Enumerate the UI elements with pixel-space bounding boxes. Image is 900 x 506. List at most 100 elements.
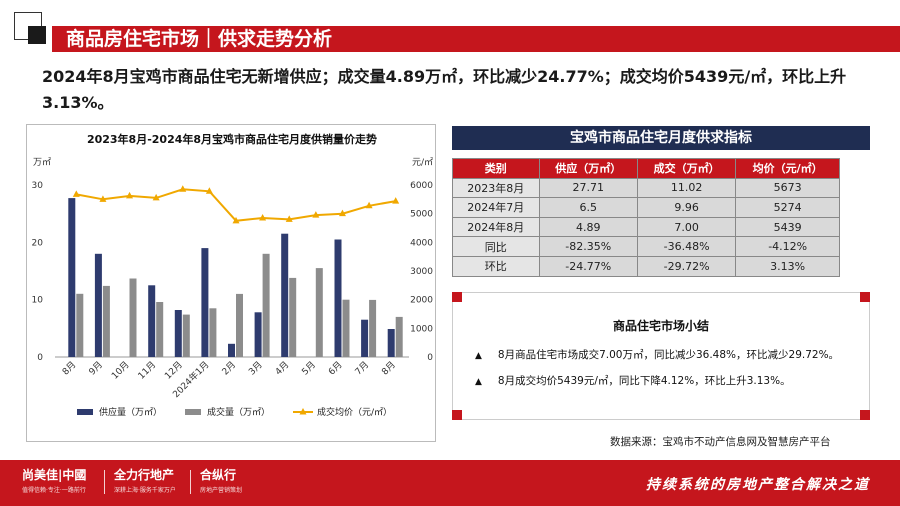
table-row-label: 环比 (452, 255, 540, 277)
y-right-tick-label: 1000 (410, 324, 433, 334)
table-cell: 5673 (735, 177, 840, 199)
y-left-unit: 万㎡ (33, 157, 51, 168)
table-row: 2024年7月 6.5 9.96 5274 (452, 197, 840, 218)
bar-sales (102, 285, 110, 357)
legend-marker (299, 408, 307, 415)
bar-sales (342, 299, 350, 357)
table-cell: -29.72% (636, 255, 737, 277)
bar-sales (315, 268, 323, 357)
y-right-tick-label: 6000 (410, 181, 433, 191)
legend-label: 供应量（万㎡） (99, 406, 162, 418)
table-cell: 5439 (735, 216, 840, 238)
x-tick-label: 5月 (300, 359, 318, 377)
data-source: 数据来源：宝鸡市不动产信息网及智慧房产平台 (610, 436, 831, 448)
logo-divider (104, 470, 105, 494)
bar-sales (395, 316, 403, 357)
bar-supply (228, 343, 235, 357)
legend-swatch (77, 409, 93, 415)
bar-supply (201, 248, 209, 357)
market-summary-box: 商品住宅市场小结 ▲ 8月商品住宅市场成交7.00万㎡，同比减少36.48%，环比… (452, 292, 870, 420)
logo-shangmeijia: 尚美佳|中國 值得信赖·专注·一路前行 (22, 468, 87, 494)
chart-card: 2023年8月-2024年8月宝鸡市商品住宅月度供销量价走势 万㎡ 元/㎡ 0 10 20… (26, 124, 436, 442)
table-cell: -24.77% (538, 255, 638, 277)
corner-solid-square (28, 26, 46, 44)
y-right-tick-label: 2000 (410, 296, 433, 306)
price-point (232, 216, 240, 224)
table-cell: 7.00 (636, 216, 737, 238)
table-body: 2023年8月 27.71 11.02 5673 2024年7月 6.5 9.96 5274 2… (452, 177, 840, 277)
table-header-cell: 类别 (452, 158, 540, 179)
metrics-table: 类别 供应（万㎡） 成交（万㎡） 均价（元/㎡） 2023年8月 27.71 11.02 5… (452, 158, 840, 277)
price-point (205, 187, 213, 194)
bar-supply (148, 285, 156, 357)
table-row-label: 2024年8月 (452, 216, 540, 238)
footer-slogan: 持续系统的房地产整合解决之道 (646, 477, 870, 493)
bar-supply (334, 239, 342, 357)
x-tick-label: 8月 (60, 359, 78, 377)
y-right-tick-label: 3000 (410, 267, 433, 277)
table-cell: -36.48% (636, 236, 737, 257)
bar-supply (68, 198, 76, 357)
bar-supply (94, 253, 102, 357)
table-row: 环比 -24.77% -29.72% 3.13% (452, 255, 840, 277)
x-tick-label: 7月 (353, 359, 371, 377)
table-title: 宝鸡市商品住宅月度供求指标 (452, 126, 870, 150)
bar-supply (281, 233, 289, 357)
x-tick-label: 2月 (220, 359, 238, 377)
table-cell: 9.96 (636, 197, 737, 218)
y-right-unit: 元/㎡ (412, 157, 433, 168)
bar-sales (76, 293, 84, 357)
page-title: 商品房住宅市场｜供求走势分析 (52, 26, 900, 52)
bar-sales (156, 302, 164, 357)
price-point (126, 191, 134, 199)
summary-title: 商品住宅市场小结 (612, 319, 709, 333)
chart-title: 2023年8月-2024年8月宝鸡市商品住宅月度供销量价走势 (87, 132, 377, 146)
bar-supply (387, 329, 395, 357)
bar-sales (369, 299, 377, 357)
y-right-tick-label: 4000 (410, 238, 433, 248)
table-cell: -82.35% (538, 236, 638, 257)
price-point (392, 197, 400, 204)
bar-sales (262, 253, 270, 357)
price-point (259, 213, 267, 221)
summary-bullet: ▲ 8月商品住宅市场成交7.00万㎡，同比减少36.48%，环比减少29.72%。 (475, 349, 840, 361)
x-tick-label: 9月 (87, 359, 105, 377)
price-point (72, 190, 80, 197)
bar-supply (174, 310, 182, 357)
corner-square-icon (860, 292, 870, 302)
legend-swatch (185, 409, 201, 415)
y-right-tick-label: 0 (427, 353, 433, 363)
x-tick-label: 11月 (136, 359, 158, 381)
x-tick-label: 10月 (109, 359, 131, 381)
x-tick-label: 4月 (273, 359, 291, 377)
table-cell: 5274 (735, 197, 840, 218)
corner-logo-mark (0, 0, 46, 46)
table-header-row: 类别 供应（万㎡） 成交（万㎡） 均价（元/㎡） (452, 158, 840, 179)
price-point (179, 185, 187, 192)
triangle-icon: ▲ (475, 351, 482, 361)
table-row-label: 2024年7月 (452, 197, 540, 218)
x-tick-label: 12月 (163, 359, 185, 381)
table-cell: 11.02 (636, 177, 737, 199)
price-point (152, 193, 160, 201)
price-point (99, 195, 107, 202)
legend-label: 成交量（万㎡） (207, 406, 270, 418)
corner-square-icon (860, 410, 870, 420)
table-header-cell: 均价（元/㎡） (735, 158, 840, 179)
logo-hezongxing: 合纵行 房地产营销策划 (200, 468, 243, 494)
table-cell: 3.13% (735, 255, 840, 277)
price-point (338, 209, 346, 217)
bar-sales (236, 293, 243, 357)
x-tick-label: 3月 (247, 359, 265, 377)
corner-square-icon (452, 410, 462, 420)
bar-supply (361, 319, 369, 357)
bar-sales (209, 308, 217, 357)
bar-supply (254, 312, 262, 357)
summary-text: 2024年8月宝鸡市商品住宅无新增供应；成交量4.89万㎡，环比减少24.77%… (42, 67, 847, 112)
table-cell: 6.5 (538, 197, 638, 218)
table-row: 同比 -82.35% -36.48% -4.12% (452, 236, 840, 257)
legend-label: 成交均价（元/㎡） (317, 406, 392, 418)
summary-bullet: ▲ 8月成交均价5439元/㎡，同比下降4.12%，环比上升3.13%。 (475, 375, 791, 387)
y-right-tick-label: 5000 (410, 210, 433, 220)
